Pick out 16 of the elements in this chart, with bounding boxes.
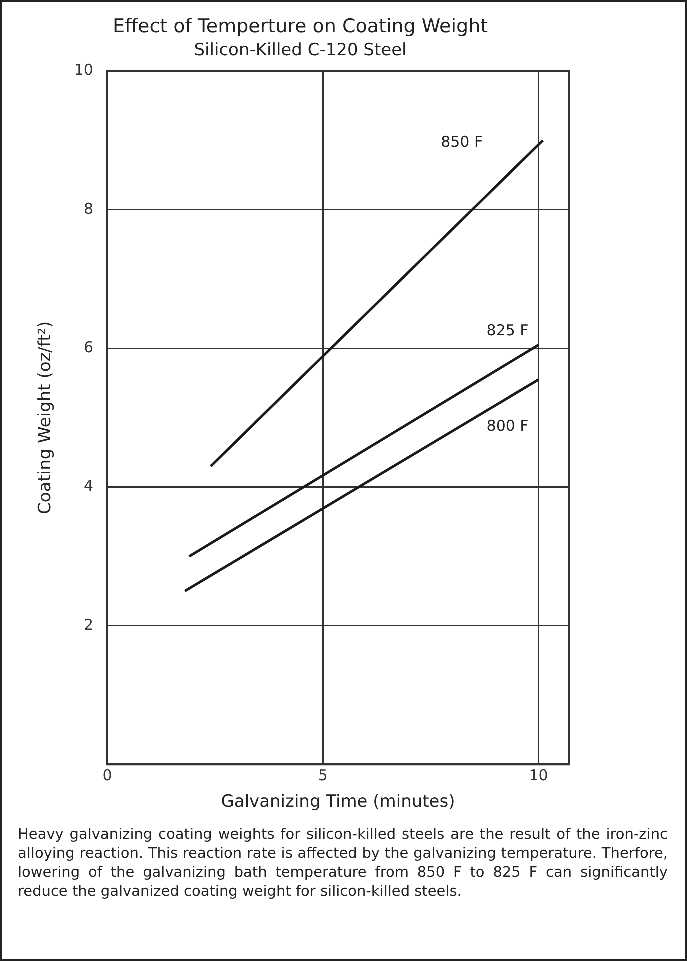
text: 850 F	[441, 132, 484, 151]
x-tick-label: 10	[529, 766, 548, 784]
y-tick-label: 10	[74, 61, 94, 80]
y-tick-label: 8	[84, 200, 94, 218]
x-axis-title: Galvanizing Time (minutes)	[221, 792, 456, 812]
y-axis-title: Coating Weight (oz/ft²)	[36, 321, 56, 514]
series-label: 800 F	[486, 417, 529, 436]
x-tick-label: 5	[318, 766, 328, 784]
chart-title: Effect of Temperture on Coating Weight	[112, 15, 488, 38]
series-label: 825 F	[486, 321, 529, 340]
y-tick-label: 2	[84, 616, 94, 634]
x-tick-label: 0	[102, 766, 112, 784]
y-tick-label: 6	[84, 338, 94, 356]
y-tick-label: 4	[84, 477, 94, 496]
text: Heavy galvanizing coating weights for silicon-killed steels are the result of the iron-zinc alloying reaction. This reaction rate is affected by the galvanizing temperature. Therfore, lowering of the galvanizing bath temperature from 850 F to 825 F can significantly reduce the galvanized coating weight for silicon-killed steels.	[18, 826, 668, 902]
chart-subtitle: Silicon-Killed C-120 Steel	[194, 40, 407, 60]
